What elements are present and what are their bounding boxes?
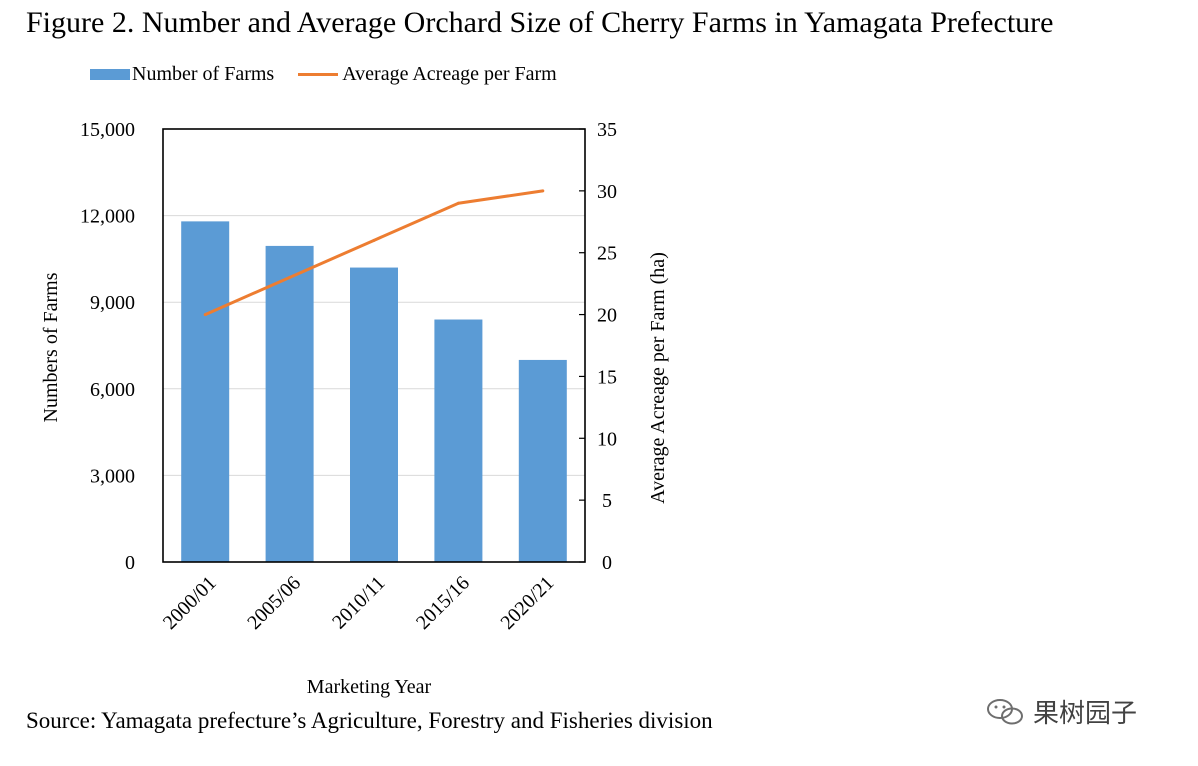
acreage-point	[456, 201, 460, 205]
bar-2020-21	[518, 359, 567, 562]
watermark-text: 果树园子	[1033, 699, 1138, 729]
y2-tick-label: 35	[597, 119, 617, 141]
chart-title: Figure 2. Number and Average Orchard Siz…	[26, 6, 1054, 39]
x-tick-label: 2005/06	[243, 572, 305, 634]
plot-frame	[162, 128, 586, 563]
y2-tick-label: 5	[602, 490, 612, 512]
legend-swatch-bars	[90, 68, 130, 80]
acreage-point	[288, 275, 292, 279]
y2-tick-label: 20	[597, 305, 617, 327]
y2-tick-label: 10	[597, 428, 617, 450]
source-note: Source: Yamagata prefecture’s Agricultur…	[26, 708, 713, 733]
legend: Number of Farms Average Acreage per Farm	[90, 60, 581, 88]
y-tick-label: 3,000	[90, 465, 135, 487]
watermark: 果树园子	[985, 693, 1137, 730]
y2-axis-title: Average Acreage per Farm (ha)	[647, 252, 669, 504]
y2-tick-label: 15	[597, 366, 617, 388]
bar-2000-01	[181, 221, 230, 562]
wechat-icon	[987, 698, 1023, 724]
y2-tick-label: 0	[602, 552, 612, 574]
bar-2015-16	[434, 319, 483, 562]
y-axis-title: Numbers of Farms	[40, 272, 62, 422]
y-tick-label: 15,000	[80, 119, 135, 141]
legend-label-line: Average Acreage per Farm	[342, 62, 557, 85]
acreage-point	[372, 238, 376, 242]
y-tick-label: 12,000	[80, 206, 135, 228]
x-tick-label: 2010/11	[328, 572, 389, 633]
legend-swatch-line	[298, 72, 339, 76]
y2-tick-label: 25	[597, 243, 617, 265]
acreage-point	[203, 313, 207, 317]
y2-tick-label: 30	[597, 181, 617, 203]
legend-item-line: Average Acreage per Farm	[298, 63, 557, 86]
bar-2010-11	[350, 267, 398, 562]
x-axis-title: Marketing Year	[307, 676, 432, 698]
x-tick-label: 2020/21	[496, 572, 558, 634]
chart-canvas: 0 3,000 6,000 9,000 12,000 15,000 0 5 10 15 20 25 30…	[40, 119, 669, 698]
y-tick-label: 0	[125, 552, 135, 574]
x-tick-label: 2015/16	[412, 572, 474, 634]
y-tick-label: 6,000	[90, 379, 135, 401]
legend-label-bars: Number of Farms	[132, 62, 275, 85]
acreage-point	[541, 189, 545, 193]
x-tick-label: 2000/01	[159, 572, 221, 634]
legend-item-bars: Number of Farms	[90, 63, 274, 86]
bar-2005-06	[265, 245, 314, 562]
y-tick-label: 9,000	[90, 292, 135, 314]
